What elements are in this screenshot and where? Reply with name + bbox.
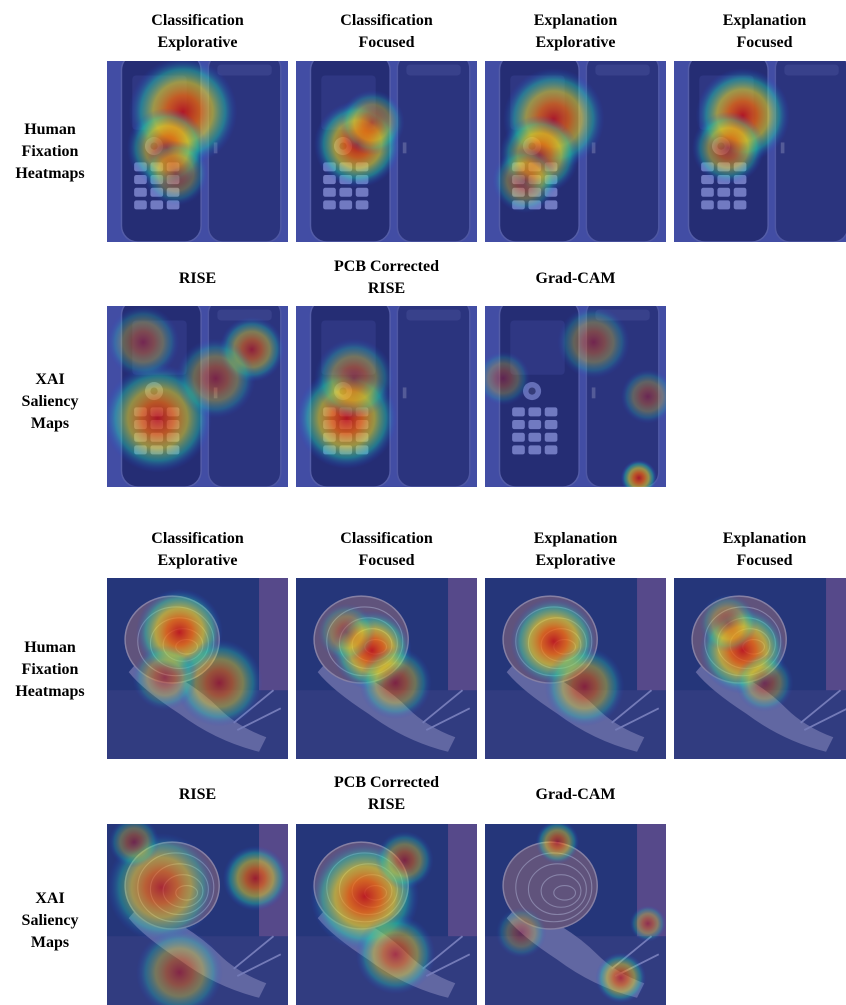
column-title: Classification Focused [340,530,433,569]
column-title: Classification Focused [340,12,433,51]
phones-heatmap-image [674,61,846,242]
column-title: Grad-CAM [535,270,616,287]
row-label: Human Fixation Heatmaps [15,639,85,700]
column-title: RISE [178,786,217,803]
snail-heatmap-image [674,578,846,759]
column-title: Classification Explorative [151,530,244,569]
column-title: Explanation Explorative [533,530,618,569]
snail-heatmap-image [485,578,666,759]
column-title: PCB Corrected RISE [334,774,439,813]
column-title: Grad-CAM [535,786,616,803]
phones-heatmap-image [107,61,288,242]
column-title: Explanation Focused [722,530,807,569]
phones-heatmap-image [296,306,477,487]
column-title: RISE [178,270,217,287]
snail-heatmap-image [296,824,477,1005]
column-title: Explanation Focused [722,12,807,51]
row-label: Human Fixation Heatmaps [15,121,85,182]
column-title: Explanation Explorative [533,12,618,51]
snail-heatmap-image [107,824,288,1005]
row-label: XAI Saliency Maps [21,890,79,951]
phones-heatmap-image [107,306,288,487]
phones-heatmap-image [296,61,477,242]
snail-heatmap-image [296,578,477,759]
column-title: PCB Corrected RISE [334,258,439,297]
snail-heatmap-image [107,578,288,759]
column-title: Classification Explorative [151,12,244,51]
snail-heatmap-image [485,824,666,1005]
phones-heatmap-image [485,61,666,242]
row-label: XAI Saliency Maps [21,371,79,432]
phones-heatmap-image [485,306,666,487]
